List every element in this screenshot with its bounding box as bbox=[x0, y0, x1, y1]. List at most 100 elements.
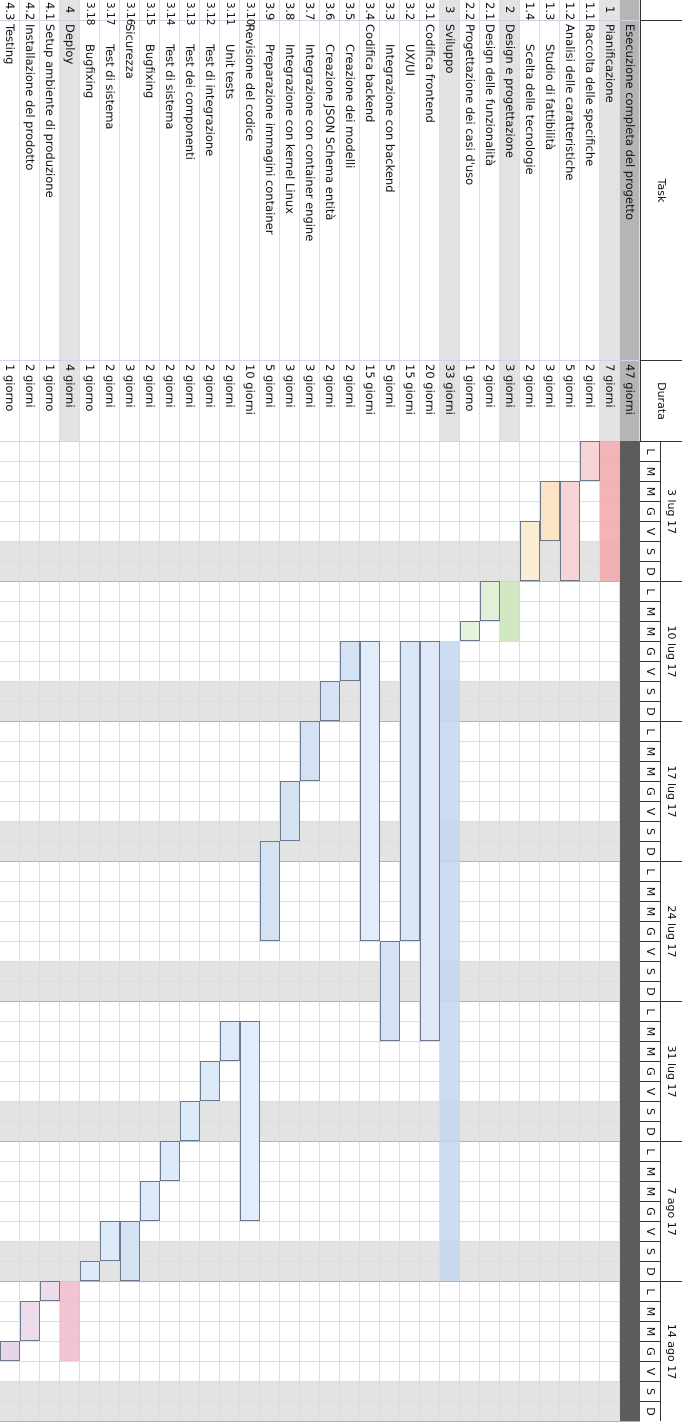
task-number: 4.2 bbox=[23, 2, 37, 21]
day-letter: M bbox=[640, 1161, 661, 1181]
day-letter: M bbox=[640, 1321, 661, 1341]
summary-dur-bg bbox=[440, 360, 460, 441]
day-letter: D bbox=[640, 1261, 661, 1281]
task-duration: 2 giorni bbox=[483, 364, 497, 408]
task-duration: 33 giorni bbox=[443, 364, 457, 415]
header-task: Task bbox=[640, 20, 682, 360]
task-bar bbox=[280, 781, 300, 841]
day-letter: V bbox=[640, 801, 661, 821]
task-bar bbox=[380, 941, 400, 1041]
task-bar bbox=[140, 1181, 160, 1221]
task-name: Bugfixing bbox=[143, 44, 157, 99]
summary-dur-bg bbox=[60, 360, 80, 441]
task-duration: 2 giorni bbox=[143, 364, 157, 408]
summary-num-bg bbox=[60, 0, 80, 20]
day-letter: M bbox=[640, 1301, 661, 1321]
task-name: Test dei componenti bbox=[183, 44, 197, 160]
day-letter: S bbox=[640, 1381, 661, 1401]
day-letter: G bbox=[640, 921, 661, 941]
task-number: 3.1 bbox=[423, 2, 437, 21]
week-label: 10 lug 17 bbox=[661, 581, 682, 721]
task-name: Sicurezza bbox=[123, 24, 137, 79]
task-name: Codifica frontend bbox=[423, 24, 437, 123]
task-name: Testing bbox=[3, 24, 17, 65]
task-bar bbox=[320, 681, 340, 721]
day-letter: M bbox=[640, 1181, 661, 1201]
task-bar-summary bbox=[500, 581, 520, 641]
task-duration: 2 giorni bbox=[223, 364, 237, 408]
task-bar bbox=[240, 1021, 260, 1221]
task-duration: 2 giorni bbox=[323, 364, 337, 408]
week-label: 31 lug 17 bbox=[661, 1001, 682, 1141]
task-number: 3.13 bbox=[184, 2, 196, 26]
task-name: Integrazione con container engine bbox=[303, 44, 317, 242]
day-letter: D bbox=[640, 561, 661, 581]
day-letter: D bbox=[640, 981, 661, 1001]
summary-name-bg bbox=[500, 20, 520, 360]
day-letter: D bbox=[640, 1121, 661, 1141]
task-name: Codifica backend bbox=[363, 24, 377, 123]
task-duration: 3 giorni bbox=[503, 364, 517, 408]
task-name: Integrazione con kernel Linux bbox=[283, 44, 297, 214]
task-number: 1.2 bbox=[563, 2, 577, 21]
week-label: 14 ago 17 bbox=[661, 1281, 682, 1421]
day-letter: S bbox=[640, 961, 661, 981]
task-bar bbox=[0, 1341, 20, 1361]
task-name: Creazione dei modelli bbox=[343, 44, 357, 169]
task-number: 3.2 bbox=[403, 2, 417, 21]
task-name: Test di integrazione bbox=[203, 44, 217, 157]
task-number: 3.12 bbox=[204, 2, 216, 26]
task-number: 3.10 bbox=[244, 2, 256, 26]
task-bar bbox=[540, 481, 560, 541]
day-letter: M bbox=[640, 901, 661, 921]
task-bar bbox=[160, 1141, 180, 1181]
day-letter: S bbox=[640, 821, 661, 841]
day-letter: G bbox=[640, 501, 661, 521]
task-duration: 1 giorno bbox=[83, 364, 97, 412]
day-letter: V bbox=[640, 661, 661, 681]
task-duration: 15 giorni bbox=[363, 364, 377, 415]
task-number: 2.1 bbox=[483, 2, 497, 21]
task-name: Pianificazione bbox=[603, 24, 617, 103]
day-letter: G bbox=[640, 641, 661, 661]
task-bar bbox=[100, 1221, 120, 1261]
task-duration: 5 giorni bbox=[383, 364, 397, 408]
day-letter: D bbox=[640, 701, 661, 721]
task-duration: 2 giorni bbox=[523, 364, 537, 408]
day-letter: M bbox=[640, 461, 661, 481]
task-name: UX/UI bbox=[403, 44, 417, 76]
task-number: 3 bbox=[443, 6, 457, 14]
day-letter: S bbox=[640, 541, 661, 561]
day-letter: M bbox=[640, 1041, 661, 1061]
task-name: Setup ambiente di produzione bbox=[43, 24, 57, 198]
task-bar bbox=[340, 641, 360, 681]
task-name: Test di sistema bbox=[103, 44, 117, 130]
task-name: Progettazione dei casi d'uso bbox=[463, 24, 477, 186]
task-duration: 7 giorni bbox=[603, 364, 617, 408]
day-letter: M bbox=[640, 601, 661, 621]
task-duration: 3 giorni bbox=[303, 364, 317, 408]
task-bar bbox=[360, 641, 380, 941]
task-duration: 20 giorni bbox=[423, 364, 437, 415]
task-name: Design e progettazione bbox=[503, 24, 517, 158]
task-bar bbox=[520, 521, 540, 581]
task-number: 1.1 bbox=[583, 2, 597, 21]
task-duration: 3 giorni bbox=[123, 364, 137, 408]
task-number: 3.5 bbox=[343, 2, 357, 21]
day-letter: L bbox=[640, 861, 661, 881]
day-letter: G bbox=[640, 1061, 661, 1081]
day-letter: S bbox=[640, 1101, 661, 1121]
task-number: 1.4 bbox=[523, 2, 537, 21]
task-number: 3.14 bbox=[164, 2, 176, 26]
task-number: 3.15 bbox=[144, 2, 156, 26]
day-letter: M bbox=[640, 761, 661, 781]
task-bar bbox=[260, 841, 280, 941]
task-bar bbox=[200, 1061, 220, 1101]
task-bar bbox=[300, 721, 320, 781]
task-name: Deploy bbox=[63, 24, 77, 65]
summary-name-bg bbox=[60, 20, 80, 360]
day-letter: G bbox=[640, 1341, 661, 1361]
week-label: 3 lug 17 bbox=[661, 441, 682, 581]
task-number: 2.2 bbox=[463, 2, 477, 21]
